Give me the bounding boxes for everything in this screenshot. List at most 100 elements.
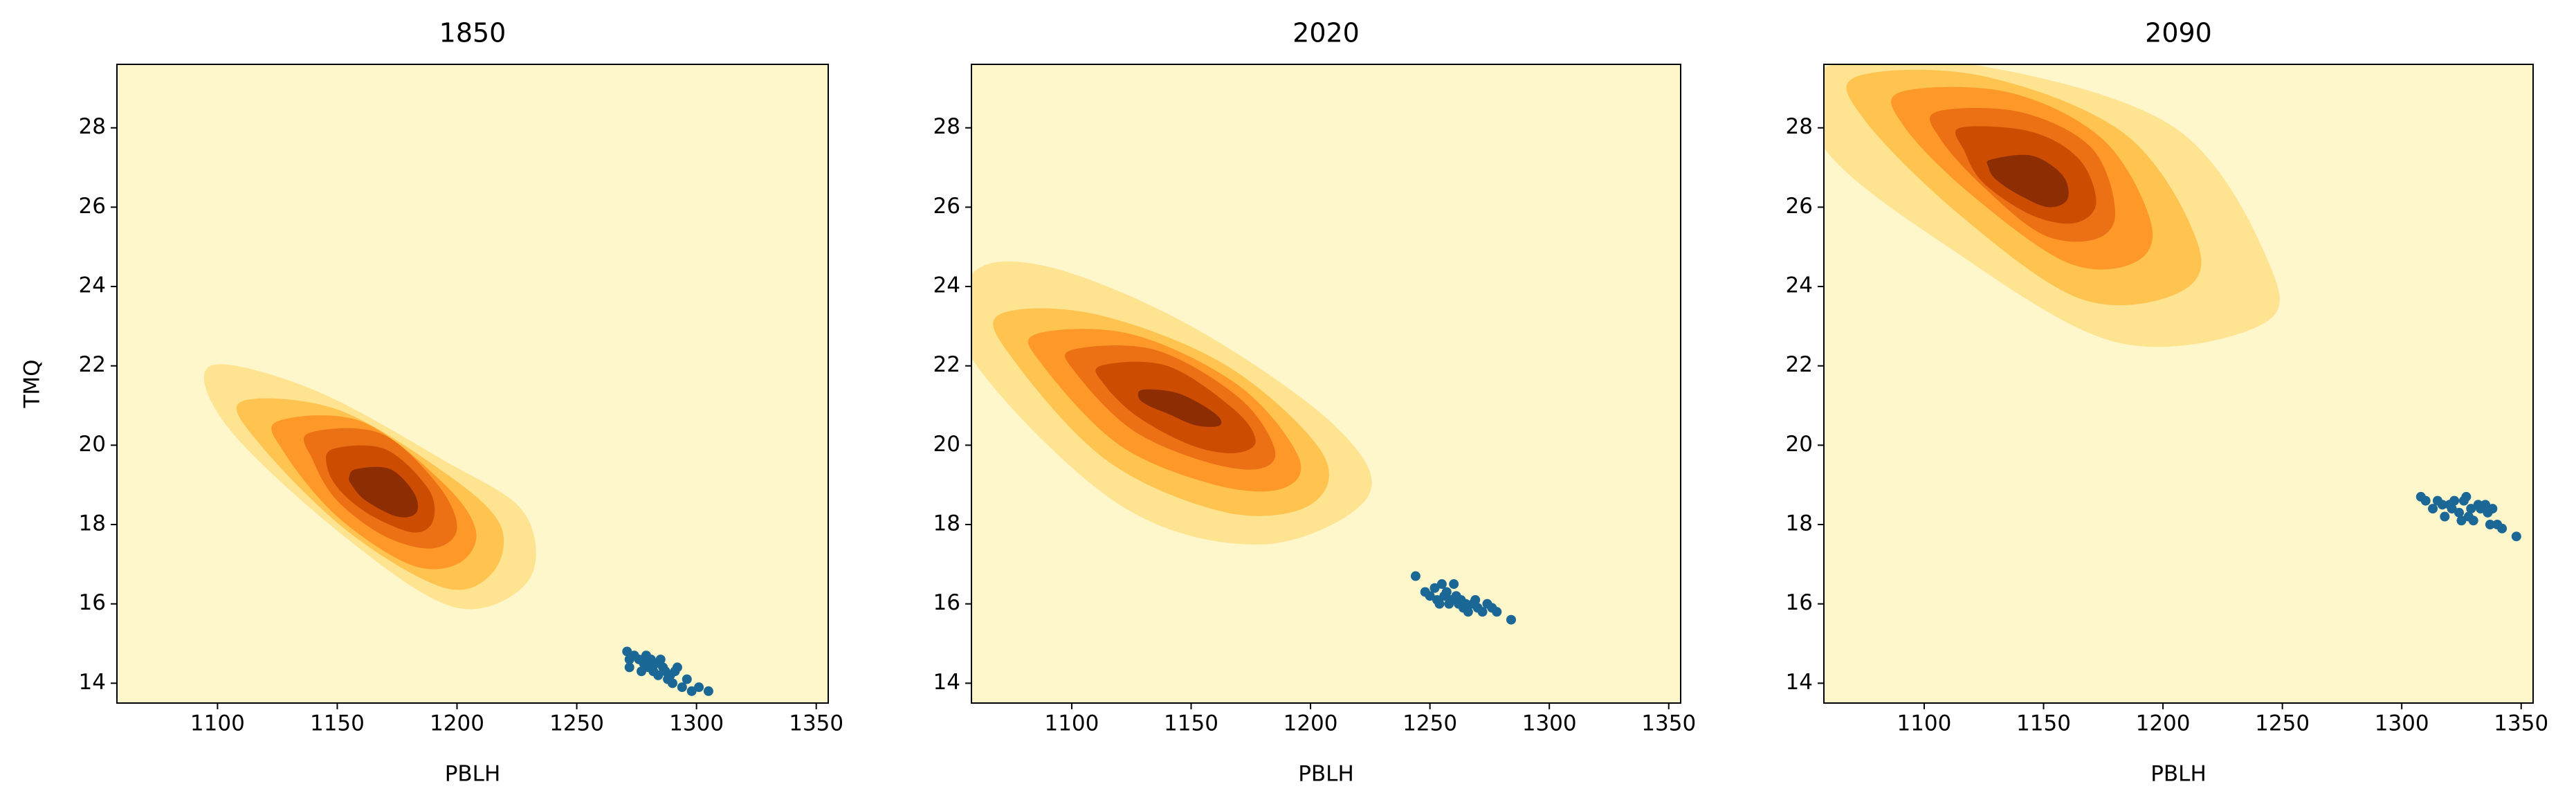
scatter-point (1436, 579, 1447, 590)
y-tick-label: 24 (79, 273, 106, 298)
scatter-point (694, 682, 704, 693)
scatter-point (1449, 579, 1459, 590)
scatter-point (2447, 504, 2457, 514)
y-axis-label: TMQ (20, 359, 45, 408)
x-tick-label: 1250 (2255, 711, 2310, 736)
y-tick-label: 14 (79, 670, 106, 695)
y-tick-label: 20 (79, 432, 106, 457)
scatter-point (622, 646, 632, 657)
scatter-point (2485, 520, 2495, 530)
y-tick-label: 24 (1786, 273, 1813, 298)
axes-frame (116, 64, 829, 704)
y-tick-label: 18 (1786, 511, 1813, 536)
x-tick-label: 1350 (789, 711, 843, 736)
x-tick-label: 1300 (2375, 711, 2429, 736)
scatter-point (650, 658, 661, 668)
scatter-point (682, 674, 692, 684)
scatter-point (2466, 504, 2476, 514)
scatter-point (1425, 591, 1435, 601)
scatter-point (703, 686, 713, 696)
y-tick-label: 20 (933, 432, 960, 457)
x-axis-label: PBLH (445, 762, 501, 787)
scatter-point (2461, 491, 2472, 502)
x-tick-label: 1200 (430, 711, 484, 736)
x-tick-label: 1150 (310, 711, 365, 736)
scatter-point (653, 670, 664, 680)
x-tick-label: 1250 (549, 711, 604, 736)
scatter-point (1492, 607, 1502, 617)
density-contour (1986, 154, 2069, 208)
scatter-point (2487, 504, 2498, 514)
x-tick-label: 1150 (2016, 711, 2071, 736)
panel-title: 2020 (1292, 18, 1360, 48)
scatter-point (1461, 599, 1471, 609)
scatter-point (1463, 607, 1473, 617)
y-tick-label: 28 (79, 114, 106, 139)
x-tick-label: 1100 (1044, 711, 1099, 736)
scatter-point (2468, 516, 2478, 526)
y-tick-label: 26 (1786, 194, 1813, 219)
panel: 1100 1150 1200 1250 1300 1350 14 16 18 20 22 24 26 28… (1786, 18, 2549, 787)
scatter-point (2454, 507, 2465, 518)
y-tick-label: 28 (1786, 114, 1813, 139)
panel: 1100 1150 1200 1250 1300 1350 14 16 18 20 22 24 26 28… (933, 18, 1697, 787)
axes-frame (1823, 64, 2534, 704)
x-tick-label: 1300 (669, 711, 724, 736)
scatter-point (2420, 495, 2431, 506)
y-tick-label: 22 (79, 352, 106, 377)
scatter-point (2449, 495, 2460, 506)
y-tick-label: 14 (933, 670, 960, 695)
plot-area (971, 261, 1516, 625)
y-tick-label: 14 (1786, 670, 1813, 695)
scatter-point (1429, 583, 1440, 593)
panel-title: 1850 (439, 18, 506, 48)
panel-title: 2090 (2145, 18, 2212, 48)
x-axis-label: PBLH (1298, 762, 1354, 787)
y-tick-label: 20 (1786, 432, 1813, 457)
plot-area (1824, 64, 2521, 542)
y-tick-label: 22 (933, 352, 960, 377)
y-tick-label: 26 (933, 194, 960, 219)
density-contour (1138, 389, 1222, 427)
y-tick-label: 18 (933, 511, 960, 536)
panel: 1100 1150 1200 1250 1300 1350 14 16 18 20 22 24 26 28… (20, 18, 844, 787)
scatter-point (668, 678, 678, 689)
scatter-point (672, 662, 682, 673)
density-contour (349, 466, 419, 518)
x-tick-label: 1100 (190, 711, 245, 736)
x-tick-label: 1150 (1164, 711, 1218, 736)
scatter-point (2456, 516, 2467, 526)
scatter-point (624, 662, 634, 673)
x-tick-label: 1200 (1284, 711, 1338, 736)
y-tick-label: 18 (79, 511, 106, 536)
scatter-point (2497, 523, 2508, 534)
y-tick-label: 28 (933, 114, 960, 139)
scatter-point (1441, 587, 1452, 597)
y-tick-label: 24 (933, 273, 960, 298)
x-tick-label: 1100 (1897, 711, 1951, 736)
x-tick-label: 1300 (1522, 711, 1577, 736)
scatter-point (1434, 599, 1445, 609)
scatter-point (2480, 500, 2490, 510)
scatter-point (1470, 594, 1481, 605)
scatter-point (624, 654, 634, 664)
scatter-point (677, 682, 687, 693)
y-tick-label: 22 (1786, 352, 1813, 377)
scatter-point (1410, 571, 1421, 581)
y-tick-label: 16 (933, 590, 960, 615)
y-tick-label: 16 (1786, 590, 1813, 615)
axes-frame (971, 64, 1681, 704)
x-tick-label: 1200 (2136, 711, 2191, 736)
scatter-point (2440, 511, 2450, 522)
scatter-point (2511, 531, 2521, 542)
y-tick-label: 16 (79, 590, 106, 615)
x-tick-label: 1250 (1403, 711, 1457, 736)
x-tick-label: 1350 (1641, 711, 1696, 736)
plot-area (203, 364, 713, 696)
scatter-point (2428, 504, 2438, 514)
scatter-point (1506, 614, 1516, 625)
y-tick-label: 26 (79, 194, 106, 219)
scatter-point (2437, 500, 2447, 510)
x-tick-label: 1350 (2494, 711, 2548, 736)
